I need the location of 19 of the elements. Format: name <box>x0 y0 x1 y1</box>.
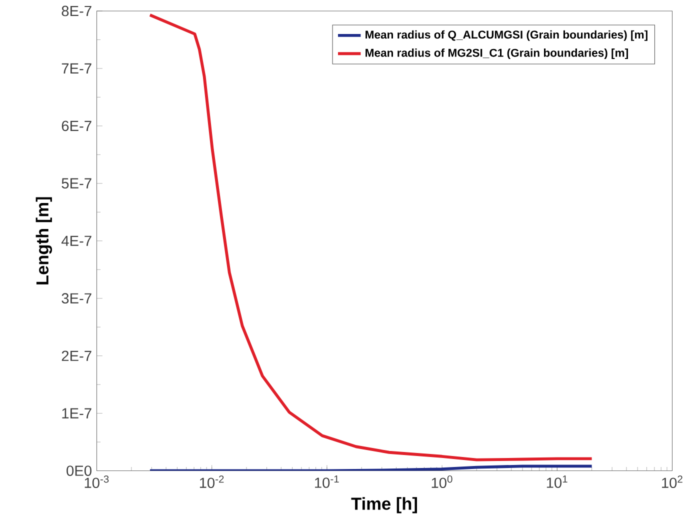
x-tick-label: 10$^{2}$ <box>662 476 682 488</box>
x-tick-label: 10$^{1}$ <box>546 476 568 488</box>
y-tick-label: 4E-7 <box>61 236 92 246</box>
x-tick-label: 10$^{-3}$ <box>84 476 109 488</box>
x-tick-label: 10$^{-2}$ <box>200 476 224 488</box>
y-tick-label: 3E-7 <box>62 293 92 304</box>
y-tick-label: 6E-7 <box>62 120 92 132</box>
y-tick-label: 2E-7 <box>62 350 92 362</box>
x-tick-label: 10$^{0}$ <box>432 476 452 488</box>
y-tick-label: 8E-7 <box>62 6 92 16</box>
y-tick-label: 7E-7 <box>62 64 92 74</box>
y-tick-label: 0E0 <box>66 466 92 476</box>
x-tick-label: 10$^{-1}$ <box>315 476 339 488</box>
x-axis-title: Time [h] <box>351 497 417 514</box>
y-tick-label: 1E-7 <box>62 408 92 419</box>
y-tick-label: 5E-7 <box>62 178 92 189</box>
y-axis-title: Length [m] <box>36 197 52 285</box>
legend-label: Mean radius of MG2SI_C1 (Grain boundaries) [m] <box>366 48 628 60</box>
legend-label: Mean radius of Q_ALCUMGSI (Grain boundaries) [m] <box>366 30 648 42</box>
